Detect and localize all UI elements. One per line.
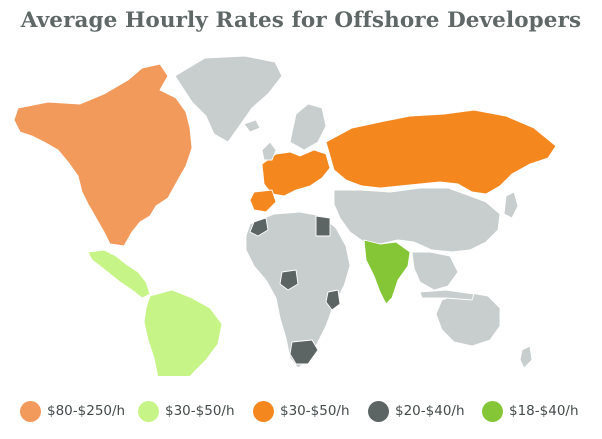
legend-label: $18-$40/h — [509, 403, 579, 419]
kenya — [325, 289, 341, 311]
south-africa — [289, 339, 319, 365]
nigeria — [279, 269, 299, 291]
egypt — [315, 215, 331, 237]
iberia — [249, 189, 277, 213]
legend: $80-$250/h $30-$50/h $30-$50/h $20-$40/h… — [0, 398, 602, 426]
europe-west — [261, 149, 331, 197]
legend-swatch — [368, 401, 389, 422]
asia-central — [333, 187, 501, 253]
legend-swatch — [482, 401, 503, 422]
legend-label: $30-$50/h — [280, 403, 350, 419]
russia — [325, 109, 557, 195]
morocco — [249, 217, 269, 237]
legend-label: $80-$250/h — [47, 403, 126, 419]
india — [363, 239, 411, 305]
scandinavia — [289, 103, 327, 151]
legend-label: $20-$40/h — [395, 403, 465, 419]
greenland — [174, 55, 283, 143]
new-zealand — [519, 345, 533, 369]
japan — [503, 191, 519, 219]
legend-label: $30-$50/h — [165, 403, 235, 419]
mexico-central-america — [87, 249, 151, 299]
north-america-region — [13, 63, 193, 247]
uk — [261, 141, 277, 161]
southeast-asia — [411, 251, 459, 291]
world-map — [13, 55, 557, 376]
map-title: Average Hourly Rates for Offshore Develo… — [20, 8, 582, 33]
legend-swatch — [253, 401, 274, 422]
legend-swatch — [20, 401, 41, 422]
south-america — [143, 289, 223, 376]
indonesia — [419, 289, 475, 301]
australia — [435, 291, 501, 347]
legend-swatch — [138, 401, 159, 422]
iceland — [243, 119, 261, 133]
